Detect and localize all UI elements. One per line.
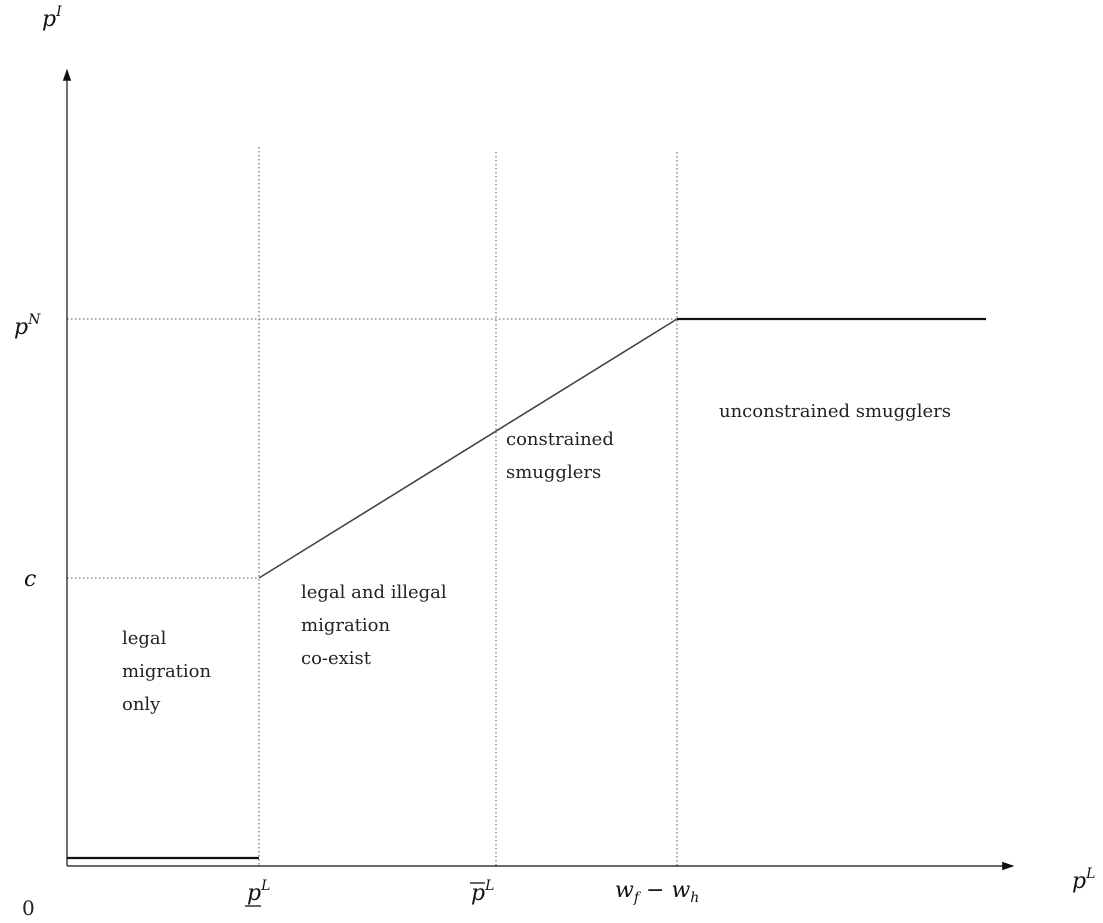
svg-text:pL: pL (471, 878, 494, 906)
region-coexist: legal and illegal migration co-exist (301, 582, 447, 669)
x-tick-p-lower: pL (245, 878, 270, 907)
y-axis-label: pI (42, 4, 62, 32)
region-legal-only: legal migration only (122, 628, 212, 715)
svg-text:migration: migration (122, 661, 212, 682)
svg-text:constrained: constrained (506, 429, 614, 450)
x-axis-label: pL (1072, 866, 1095, 894)
svg-text:migration: migration (301, 615, 391, 636)
x-tick-wage-gap: wf − wh (615, 878, 699, 906)
region-constrained: constrained smugglers (506, 429, 614, 483)
x-tick-p-upper: pL (470, 878, 494, 906)
svg-text:co-exist: co-exist (301, 648, 372, 669)
y-tick-pN: pN (14, 312, 41, 340)
svg-text:smugglers: smugglers (506, 462, 601, 483)
origin-label: 0 (22, 896, 35, 920)
svg-text:only: only (122, 694, 161, 715)
region-unconstrained: unconstrained smugglers (719, 401, 951, 422)
svg-text:unconstrained smugglers: unconstrained smugglers (719, 401, 951, 422)
svg-text:legal: legal (122, 628, 167, 649)
svg-text:legal and illegal: legal and illegal (301, 582, 447, 603)
guide-lines (67, 147, 678, 866)
segment-rising (258, 318, 678, 579)
svg-text:pL: pL (247, 878, 270, 906)
y-tick-c: c (24, 567, 36, 592)
